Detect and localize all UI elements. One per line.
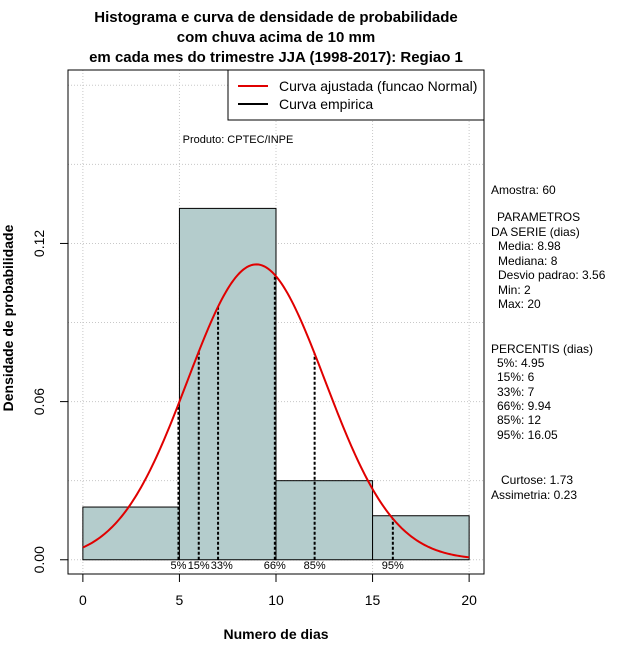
x-tick-label: 10 [268,592,284,608]
stat-kurtosis: Curtose: 1.73 [501,473,573,487]
legend-fitted-label: Curva ajustada (funcao Normal) [279,78,477,94]
percentile-lines [177,274,394,560]
percentile-label: 5% [171,560,187,572]
x-tick-label: 5 [176,592,184,608]
stat-median: Mediana: 8 [498,254,558,268]
percentile-label: 85% [304,560,326,572]
y-tick-label: 0.12 [31,230,47,257]
y-tick-label: 0.00 [31,546,47,573]
stat-p33: 33%: 7 [497,385,535,399]
y-axis-ticks: 0.00 0.06 0.12 [31,230,68,573]
chart-title-line-1: Histograma e curva de densidade de proba… [94,9,457,26]
chart-title-line-3: em cada mes do trimestre JJA (1998-2017)… [89,49,463,66]
histogram-bars [82,207,470,561]
chart-title-line-2: com chuva acima de 10 mm [177,29,375,46]
fitted-normal-curve [82,263,470,559]
percentile-labels: 5% 15% 33% 66% 85% 95% [171,560,405,572]
legend-empirical-label: Curva empirica [279,96,373,112]
stat-params-header-2: DA SERIE (dias) [491,225,580,239]
percentile-label: 33% [211,560,233,572]
histogram-bar [372,515,470,561]
histogram-bar [82,506,180,561]
stat-params-header-1: PARAMETROS [497,210,580,224]
stat-max: Max: 20 [498,297,541,311]
stat-skewness: Assimetria: 0.23 [491,488,577,502]
legend-box [227,69,485,121]
percentile-label: 15% [188,560,210,572]
histogram-bar [178,207,277,561]
x-tick-label: 20 [461,592,477,608]
stats-panel: Amostra: 60 PARAMETROS DA SERIE (dias) M… [491,183,606,502]
y-axis-title: Densidade de probabilidade [0,224,16,411]
stat-min: Min: 2 [498,283,531,297]
stat-p5: 5%: 4.95 [497,356,545,370]
x-tick-label: 15 [365,592,381,608]
stat-p15: 15%: 6 [497,370,535,384]
x-tick-label: 0 [79,592,87,608]
stat-stddev: Desvio padrao: 3.56 [498,268,606,282]
y-tick-label: 0.06 [31,388,47,415]
stat-p95: 95%: 16.05 [497,428,558,442]
x-axis-ticks: 0 5 10 15 20 [79,574,477,608]
stat-p85: 85%: 12 [497,413,541,427]
product-label: Produto: CPTEC/INPE [183,134,294,146]
fitted-curve-layer [82,263,470,559]
histogram-bar [275,480,374,561]
stat-p66: 66%: 9.94 [497,399,551,413]
percentile-label: 95% [382,560,404,572]
stat-mean: Media: 8.98 [498,239,561,253]
stat-percentiles-header: PERCENTIS (dias) [491,342,593,356]
legend: Curva ajustada (funcao Normal) Curva emp… [227,69,485,121]
x-axis-title: Numero de dias [223,626,328,642]
stat-sample: Amostra: 60 [491,183,556,197]
percentile-label: 66% [264,560,286,572]
